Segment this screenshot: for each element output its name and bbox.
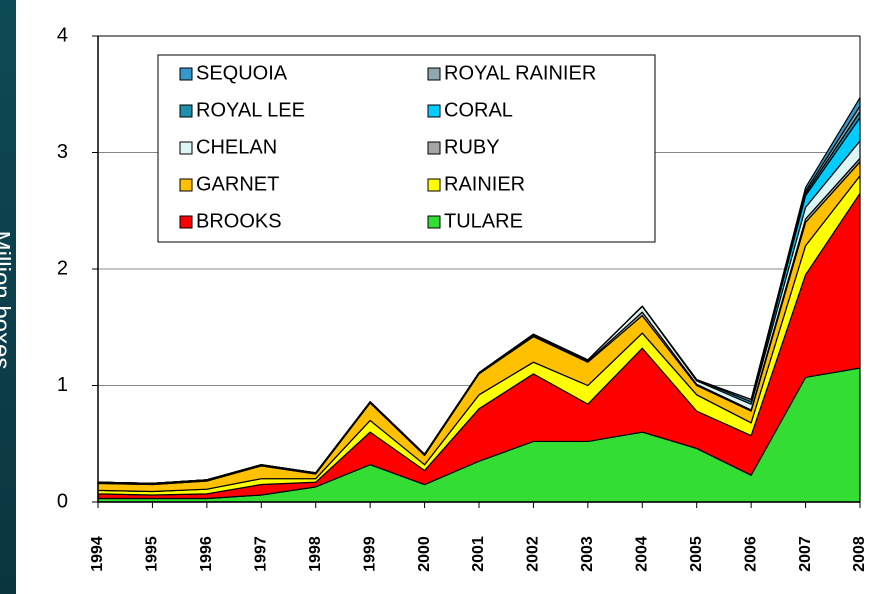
legend-label: ROYAL RAINIER	[444, 62, 596, 84]
x-tick-label: 2005	[688, 536, 705, 572]
legend-swatch	[179, 141, 193, 155]
legend-swatch	[179, 67, 193, 81]
legend-label: SEQUOIA	[196, 62, 288, 84]
x-tick-label: 1994	[89, 536, 106, 572]
legend-swatch	[179, 178, 193, 192]
x-tick-label: 2001	[470, 536, 487, 572]
legend-swatch	[427, 67, 441, 81]
legend-label: BROOKS	[196, 210, 282, 232]
x-tick-label: 2002	[525, 536, 542, 572]
x-tick-label: 1996	[198, 536, 215, 572]
legend-swatch	[427, 178, 441, 192]
x-tick-label: 1999	[361, 536, 378, 572]
y-tick-label: 3	[57, 141, 68, 163]
x-tick-label: 1997	[253, 536, 270, 572]
x-tick-label: 2003	[579, 536, 596, 572]
x-tick-label: 2008	[851, 536, 868, 572]
x-tick-label: 1998	[307, 536, 324, 572]
legend-swatch	[179, 104, 193, 118]
legend-label: TULARE	[444, 210, 523, 232]
y-tick-label: 0	[57, 490, 68, 512]
legend-label: ROYAL LEE	[196, 99, 305, 121]
legend-swatch	[427, 141, 441, 155]
legend-label: CORAL	[444, 99, 513, 121]
x-tick-label: 2004	[634, 536, 651, 572]
x-tick-label: 2007	[797, 536, 814, 572]
x-tick-label: 2006	[742, 536, 759, 572]
legend-box	[157, 54, 656, 243]
legend-label: CHELAN	[196, 136, 277, 158]
y-axis-label: Million boxes	[0, 231, 15, 370]
y-tick-label: 4	[57, 24, 68, 46]
x-tick-label: 2000	[416, 536, 433, 572]
legend-swatch	[427, 104, 441, 118]
x-tick-label: 1995	[144, 536, 161, 572]
y-tick-label: 2	[57, 257, 68, 279]
y-tick-label: 1	[57, 374, 68, 396]
legend-label: GARNET	[196, 173, 279, 195]
legend-label: RAINIER	[444, 173, 525, 195]
legend-swatch	[427, 215, 441, 229]
legend-swatch	[179, 215, 193, 229]
legend-label: RUBY	[444, 136, 500, 158]
